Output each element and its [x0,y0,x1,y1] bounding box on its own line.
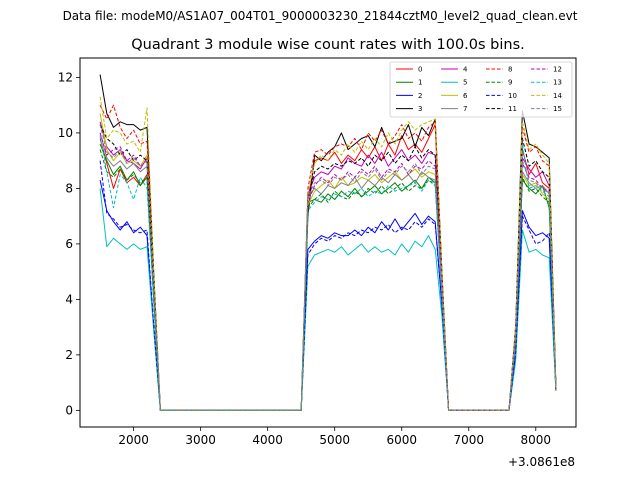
x-tick-label: 6000 [386,433,417,447]
legend-label-0: 0 [418,66,422,74]
x-axis: 2000 3000 4000 5000 6000 7000 8000 [118,427,551,447]
series-15 [99,124,557,411]
x-tick-label: 3000 [185,433,216,447]
figure-suptitle: Data file: modeM0/AS1A07_004T01_90000032… [63,9,578,23]
x-tick-label: 5000 [319,433,350,447]
y-axis: 0 2 4 6 8 10 12 [58,71,80,418]
y-tick-label: 0 [65,404,73,418]
legend-label-1: 1 [418,79,422,87]
series-line-15 [99,124,557,411]
legend-label-10: 10 [508,92,517,100]
x-tick-label: 8000 [521,433,552,447]
x-tick-label: 7000 [453,433,484,447]
plot-lines [99,74,557,411]
legend-label-12: 12 [553,66,562,74]
x-tick-label: 2000 [118,433,149,447]
x-offset-label: +3.0861e8 [508,455,575,469]
y-tick-label: 8 [65,182,73,196]
legend-label-2: 2 [418,92,422,100]
y-tick-label: 2 [65,348,73,362]
legend-label-14: 14 [553,92,562,100]
legend-label-8: 8 [508,66,512,74]
legend-label-6: 6 [463,92,468,100]
legend-label-11: 11 [508,105,517,113]
y-tick-label: 12 [58,71,73,85]
legend-label-13: 13 [553,79,562,87]
axes-frame [79,57,577,428]
y-tick-label: 10 [58,126,73,140]
x-tick-label: 4000 [252,433,283,447]
y-tick-label: 6 [65,237,73,251]
legend-label-15: 15 [553,105,562,113]
legend-label-4: 4 [463,66,468,74]
chart-title: Quadrant 3 module wise count rates with … [131,37,525,53]
legend-label-9: 9 [508,79,512,87]
y-tick-label: 4 [65,293,73,307]
legend-label-7: 7 [463,105,467,113]
legend-frame [389,61,573,118]
legend-label-5: 5 [463,79,467,87]
legend-label-3: 3 [418,105,422,113]
